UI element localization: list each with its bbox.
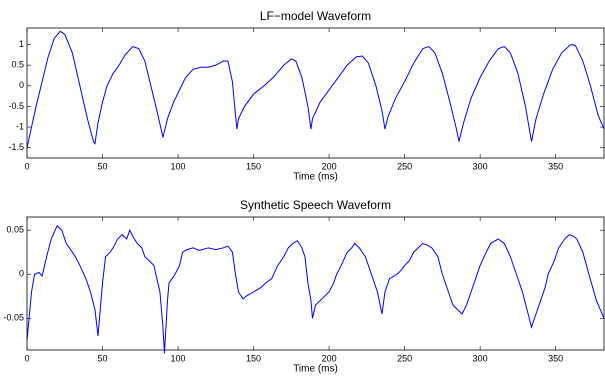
x-tick-label: 200 [322, 353, 337, 363]
x-tick-label: 200 [322, 161, 337, 171]
y-tick-label: 0.5 [11, 60, 24, 70]
chart-title: Synthetic Speech Waveform [240, 198, 391, 212]
y-tick-label: 0.05 [6, 225, 24, 235]
x-tick-label: 250 [397, 161, 412, 171]
x-tick-label: 350 [548, 161, 563, 171]
x-tick-label: 100 [171, 161, 186, 171]
axes-box [26, 216, 605, 351]
x-tick-label: 150 [246, 161, 261, 171]
x-tick-label: 300 [473, 161, 488, 171]
y-tick-label: 0 [19, 80, 24, 90]
y-tick-label: -1 [16, 121, 24, 131]
x-tick-label: 150 [246, 353, 261, 363]
y-tick-label: 0 [19, 269, 24, 279]
y-tick-label: 1 [19, 39, 24, 49]
x-tick-label: 0 [24, 161, 29, 171]
y-tick-label: -0.05 [3, 313, 24, 323]
axes-box [26, 27, 605, 159]
x-axis-label: Time (ms) [293, 172, 338, 183]
x-tick-label: 250 [397, 353, 412, 363]
y-tick-label: -1.5 [8, 142, 24, 152]
x-tick-label: 50 [98, 161, 108, 171]
line-series [26, 224, 605, 354]
x-axis-label: Time (ms) [293, 364, 338, 375]
y-tick-label: -0.5 [8, 101, 24, 111]
x-tick-label: 50 [98, 353, 108, 363]
x-tick-label: 350 [548, 353, 563, 363]
x-tick-label: 0 [24, 353, 29, 363]
line-series [26, 30, 605, 148]
chart-title: LF−model Waveform [260, 9, 371, 23]
x-tick-label: 300 [473, 353, 488, 363]
x-tick-label: 100 [171, 353, 186, 363]
